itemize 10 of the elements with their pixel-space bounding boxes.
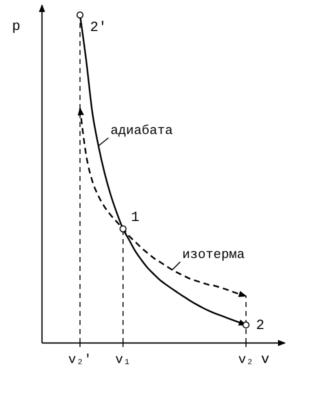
annotation: 2 [256, 318, 264, 334]
y-axis-title: p [12, 19, 20, 35]
annotation: 1 [131, 210, 140, 226]
series-label: изотерма [182, 246, 245, 262]
series-label: адиабата [110, 122, 174, 138]
x-tick-label: v₂′ [68, 352, 92, 367]
x-tick-label: v₂ [238, 352, 254, 367]
x-tick-label: v₁ [115, 352, 131, 367]
x-axis-title: v [261, 352, 270, 368]
annotation: 2′ [90, 20, 107, 36]
